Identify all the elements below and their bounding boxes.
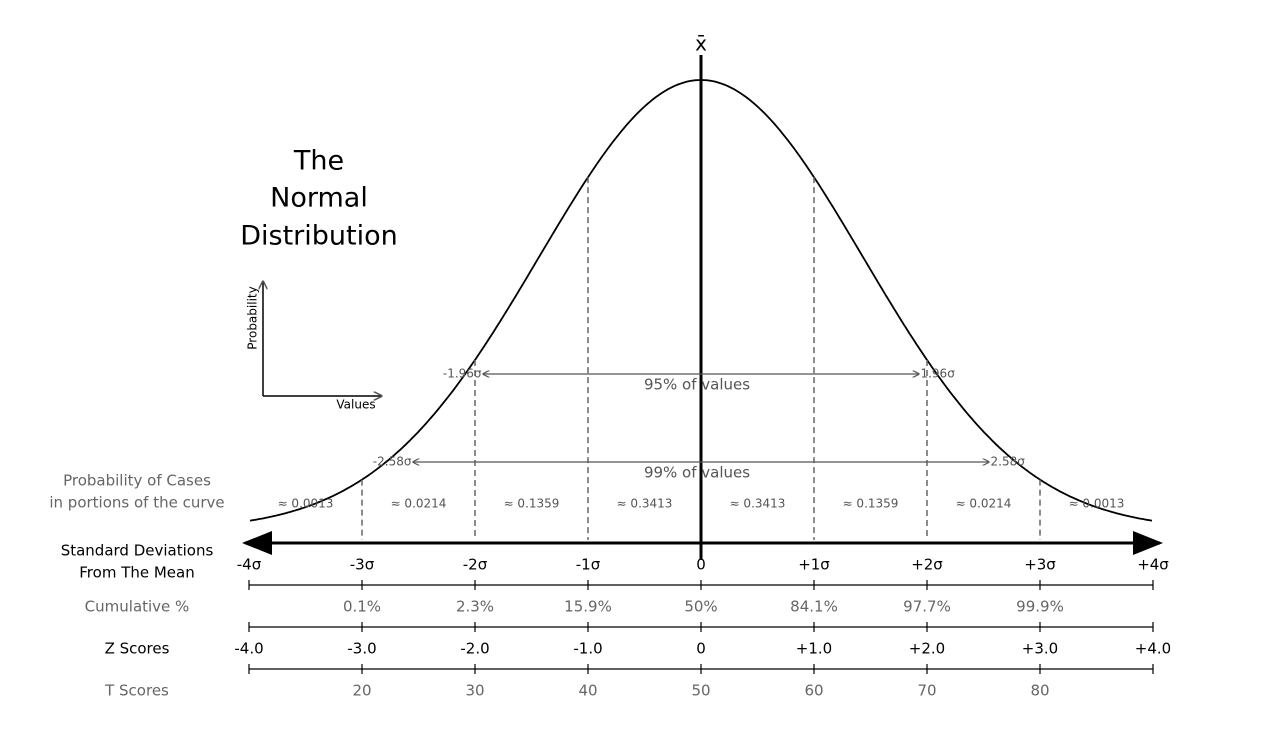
- row-tick-label: +2.0: [909, 640, 945, 658]
- row-tick-label: 0: [696, 640, 706, 658]
- row-tick-label: +3.0: [1022, 640, 1058, 658]
- title-line: The: [293, 146, 344, 177]
- portion-value: ≈ 0.0013: [278, 497, 334, 511]
- row-tick-label: -3σ: [350, 556, 375, 574]
- row-tick-label: 60: [804, 682, 823, 700]
- interval-right: 2.58σ: [991, 455, 1026, 469]
- title-line: Distribution: [240, 221, 398, 252]
- portion-value: ≈ 0.0214: [391, 497, 447, 511]
- portion-value: ≈ 0.1359: [843, 497, 899, 511]
- row-tick-label: +4σ: [1137, 556, 1169, 574]
- interval-left: -1.96σ: [443, 367, 482, 381]
- row-tick-label: -2.0: [460, 640, 489, 658]
- row-tick-label: 99.9%: [1016, 598, 1064, 616]
- row-tick-label: 50%: [684, 598, 717, 616]
- row-tick-label: -4σ: [237, 556, 262, 574]
- row-label: T Scores: [104, 682, 169, 700]
- normal-curve: [249, 79, 1153, 522]
- row-tick-label: 30: [465, 682, 484, 700]
- row-tick-label: +4.0: [1135, 640, 1171, 658]
- row-tick-label: +3σ: [1024, 556, 1056, 574]
- interval-label: 95% of values: [644, 376, 750, 394]
- portion-value: ≈ 0.3413: [617, 497, 673, 511]
- row-tick-label: -4.0: [234, 640, 263, 658]
- interval-right: 1.96σ: [920, 367, 955, 381]
- portion-value: ≈ 0.0214: [956, 497, 1012, 511]
- row-tick-label: +1.0: [796, 640, 832, 658]
- portion-value: ≈ 0.3413: [730, 497, 786, 511]
- row-tick-label: 70: [917, 682, 936, 700]
- row-tick-label: +1σ: [798, 556, 830, 574]
- row-label: Cumulative %: [85, 598, 190, 616]
- portion-value: ≈ 0.1359: [504, 497, 560, 511]
- diagram-body: -1.96σ 1.96σ 95% of values -2.58σ 2.58σ 99% o…: [49, 79, 1171, 700]
- row-tick-label: 84.1%: [790, 598, 838, 616]
- inset-y-label: Probability: [246, 286, 260, 349]
- portions-label: Probability of Cases: [63, 472, 211, 490]
- interval-label: 99% of values: [644, 464, 750, 482]
- row-tick-label: -3.0: [347, 640, 376, 658]
- row-label: Z Scores: [105, 640, 170, 658]
- portions-label: in portions of the curve: [49, 494, 224, 512]
- row-label: From The Mean: [79, 564, 194, 582]
- row-tick-label: 80: [1030, 682, 1049, 700]
- row-label: Standard Deviations: [61, 542, 214, 560]
- row-tick-label: -1.0: [573, 640, 602, 658]
- row-tick-label: 20: [352, 682, 371, 700]
- row-tick-label: +2σ: [911, 556, 943, 574]
- row-tick-label: -2σ: [463, 556, 488, 574]
- row-tick-label: -1σ: [576, 556, 601, 574]
- row-tick-label: 2.3%: [456, 598, 494, 616]
- row-tick-label: 0.1%: [343, 598, 381, 616]
- row-tick-label: 97.7%: [903, 598, 951, 616]
- inset-x-label: Values: [336, 398, 375, 412]
- row-tick-label: 50: [691, 682, 710, 700]
- row-tick-label: 15.9%: [564, 598, 612, 616]
- interval-left: -2.58σ: [373, 455, 412, 469]
- portion-value: ≈ 0.0013: [1069, 497, 1125, 511]
- row-tick-label: 40: [578, 682, 597, 700]
- title-line: Normal: [270, 183, 368, 214]
- row-tick-label: 0: [696, 556, 706, 574]
- mean-symbol: x̄: [695, 32, 707, 56]
